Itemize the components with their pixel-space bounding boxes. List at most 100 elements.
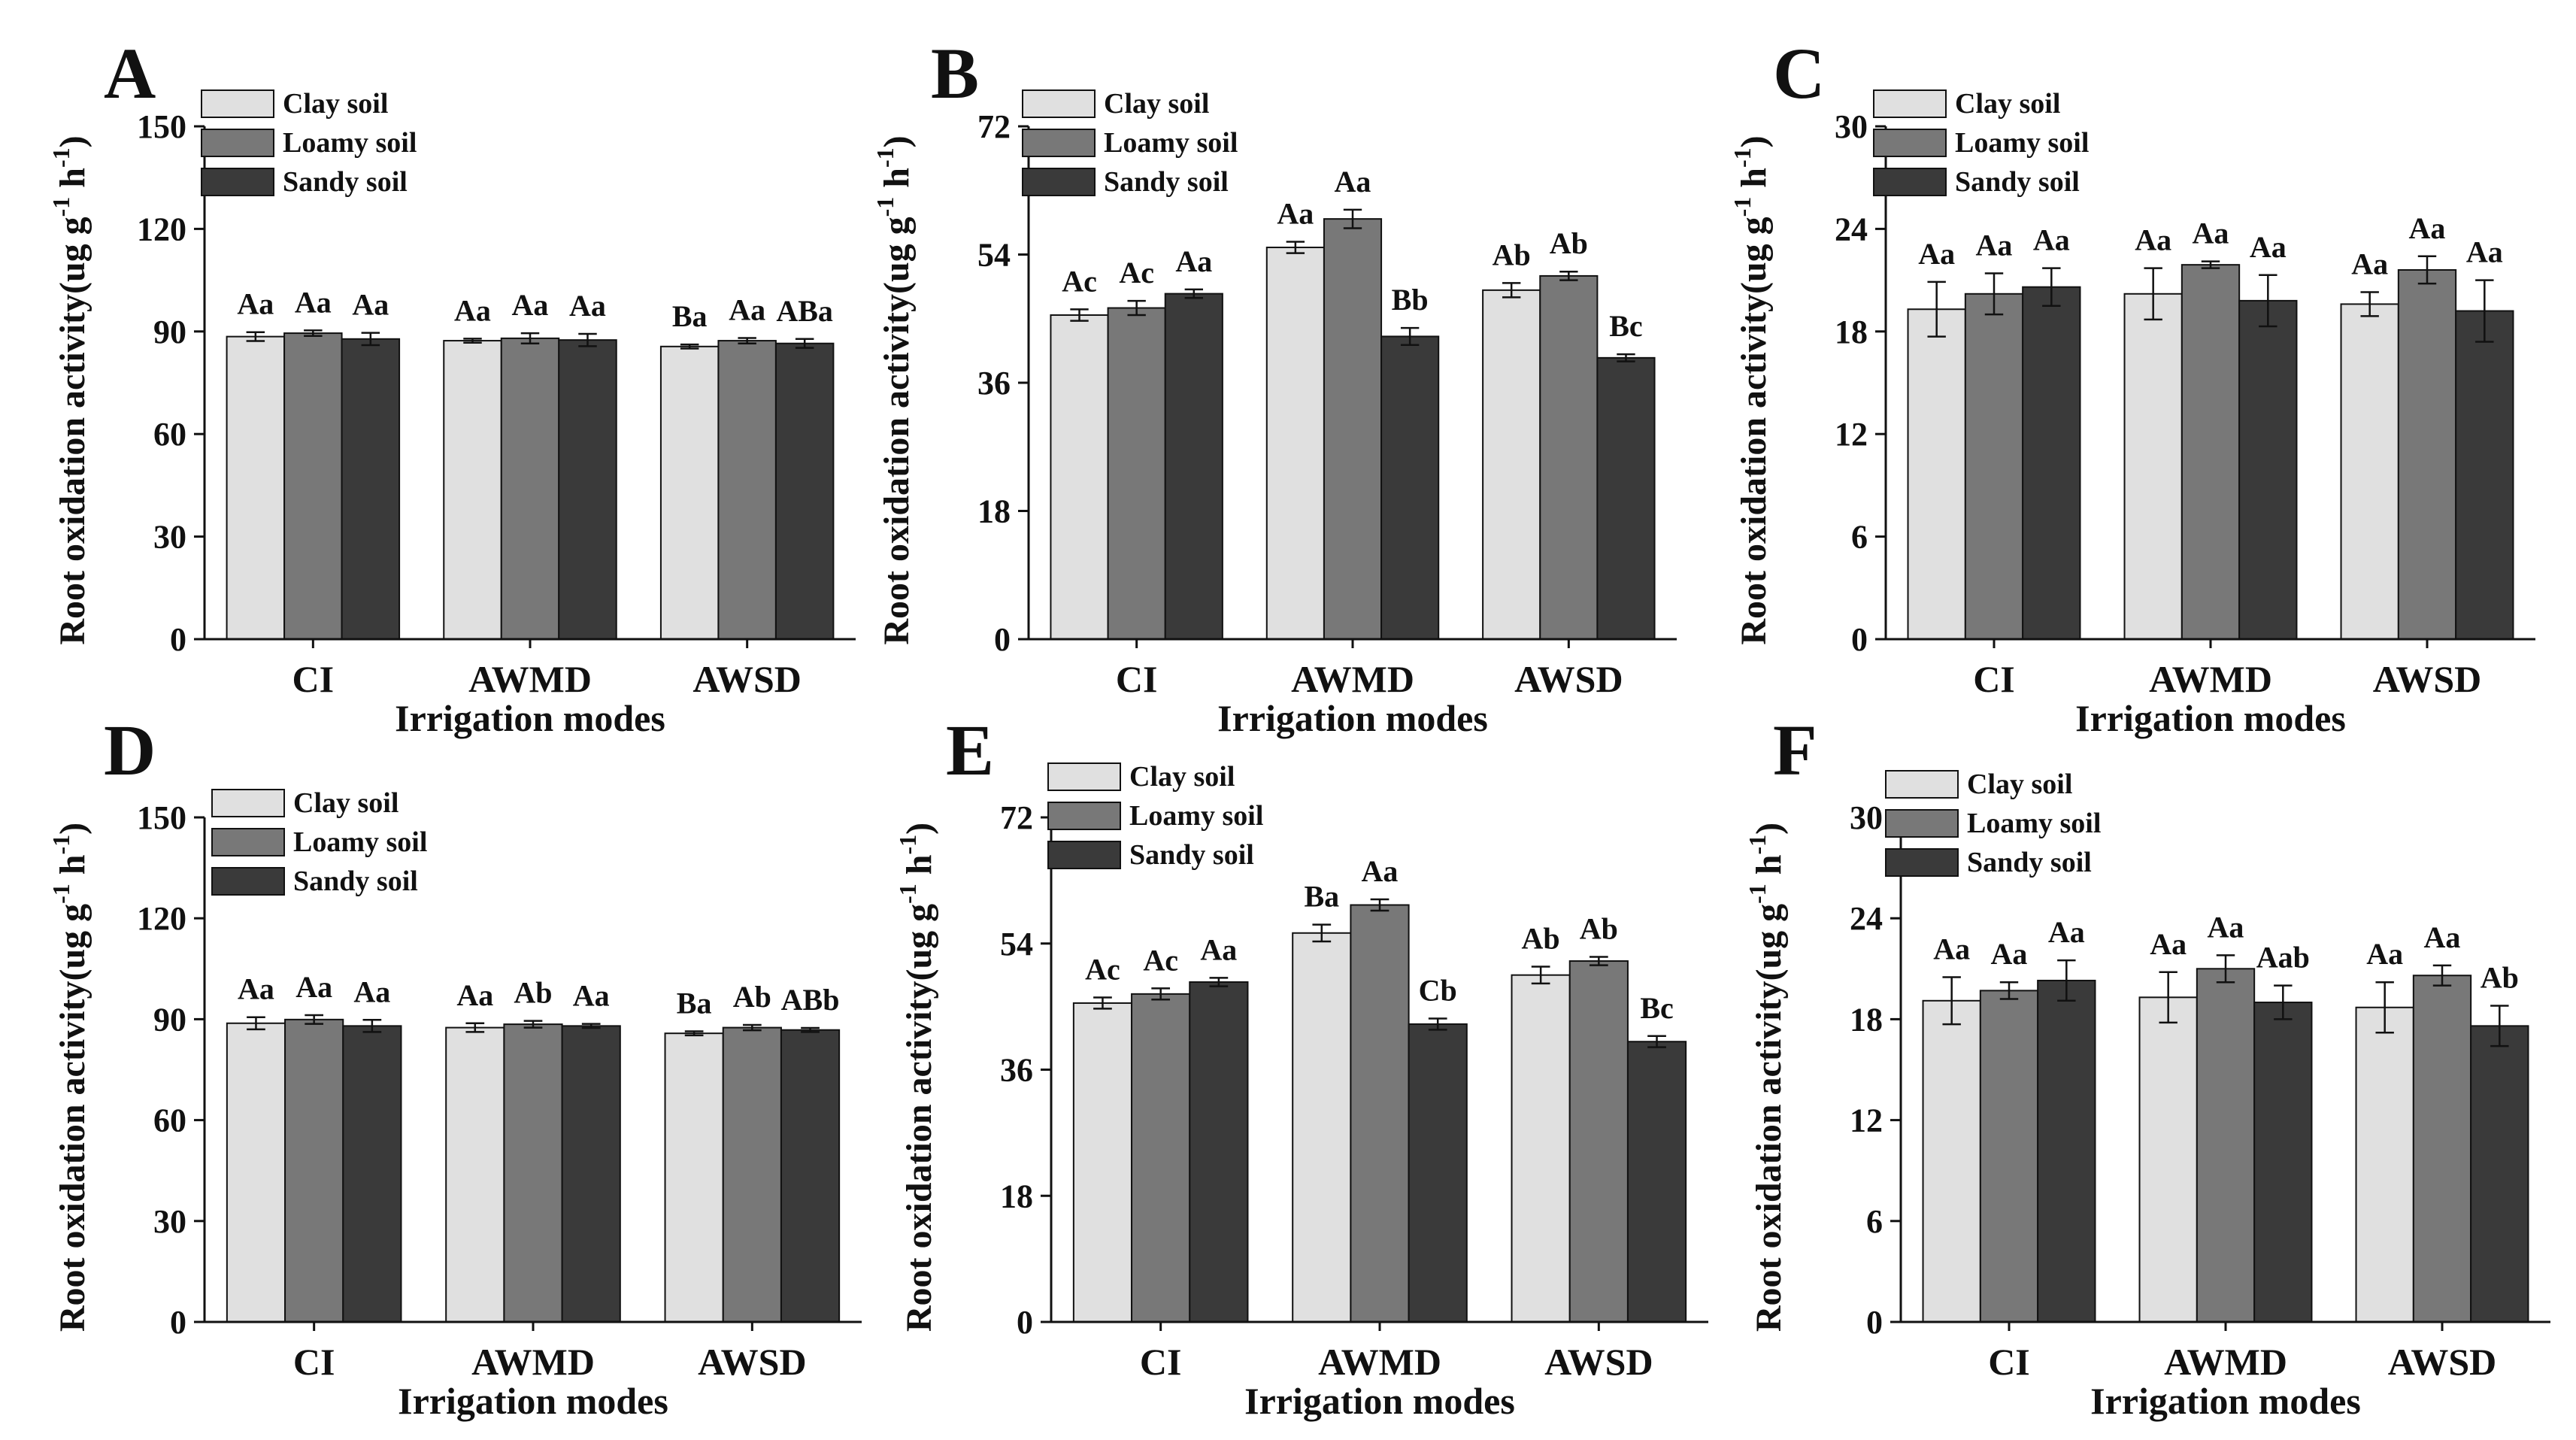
legend-swatch	[1873, 89, 1947, 118]
bar	[2138, 996, 2198, 1323]
significance-label: Ab	[1550, 226, 1588, 260]
legend-label: Clay soil	[1955, 88, 2060, 120]
bar	[1596, 356, 1656, 640]
y-axis-title-part: -1	[1744, 884, 1771, 904]
significance-label: Aab	[2256, 941, 2310, 975]
bar	[1265, 247, 1325, 640]
x-tick-label: CI	[1116, 658, 1158, 700]
y-axis-title-part: -1	[47, 884, 74, 904]
panel-d: D Aa Aa Ba Aa Ab Ab Aa Aa ABb 0 30 60 90 120 150 CI AWMD A…	[47, 710, 862, 1422]
x-tick-label: AWMD	[2149, 658, 2272, 700]
x-tick-label: AWMD	[1291, 658, 1414, 700]
significance-label: Aa	[353, 975, 390, 1008]
y-axis-title-part: -1	[1729, 147, 1756, 168]
y-axis-title-part: h	[53, 854, 92, 884]
legend-swatch	[201, 168, 274, 196]
y-tick-label: 18	[1000, 1178, 1033, 1214]
y-axis-title-part: h	[1749, 854, 1789, 884]
x-tick-label: AWSD	[1514, 658, 1623, 700]
y-tick-label: 60	[153, 416, 186, 453]
significance-label: Aa	[2048, 915, 2085, 949]
significance-label: Aa	[1335, 165, 1371, 199]
significance-label: Aa	[1200, 932, 1237, 966]
y-tick-label: 90	[153, 314, 186, 350]
legend-label: Clay soil	[1104, 88, 1209, 120]
significance-label: Ab	[1522, 922, 1560, 956]
bar	[2238, 299, 2298, 640]
significance-label: Aa	[729, 293, 765, 326]
error-bar	[2201, 260, 2220, 269]
bar	[561, 1025, 621, 1323]
error-bar	[2475, 279, 2494, 343]
legend-label: Sandy soil	[1967, 847, 2092, 878]
error-bar	[520, 332, 540, 344]
bar	[1050, 314, 1109, 640]
legend-label: Sandy soil	[1129, 839, 1254, 871]
significance-label: Aa	[2250, 230, 2287, 264]
legend-swatch	[1885, 848, 1959, 877]
error-bar	[1927, 280, 1946, 338]
y-tick-label: 30	[1835, 108, 1868, 145]
bar	[1292, 932, 1352, 1323]
significance-label: Aa	[2424, 920, 2461, 954]
bar	[2037, 979, 2096, 1323]
legend-swatch	[1885, 809, 1959, 838]
y-tick-label: 0	[994, 621, 1011, 658]
bar	[1189, 981, 1249, 1323]
bar	[2470, 1025, 2529, 1323]
legend-swatch	[1047, 762, 1121, 791]
significance-label: Aa	[295, 285, 332, 319]
significance-label: Aa	[2366, 937, 2403, 971]
significance-label: Ac	[1119, 256, 1154, 290]
y-tick-label: 60	[153, 1102, 186, 1139]
legend-swatch	[1022, 129, 1096, 157]
error-bar	[1286, 241, 1305, 254]
bar	[2455, 310, 2514, 640]
error-bar	[2490, 1005, 2509, 1047]
bar	[780, 1029, 841, 1323]
error-bar	[2144, 267, 2162, 321]
significance-label: Aa	[456, 978, 493, 1012]
bar	[1350, 904, 1410, 1323]
legend-label: Clay soil	[1129, 761, 1235, 793]
bar	[1380, 335, 1440, 640]
significance-label: Ac	[1085, 953, 1120, 987]
error-bar	[2057, 959, 2076, 1002]
y-tick-label: 12	[1835, 416, 1868, 453]
legend-swatch	[1873, 129, 1947, 157]
legend-label: Sandy soil	[1955, 166, 2080, 198]
y-tick-label: 6	[1851, 519, 1868, 556]
bar	[2196, 968, 2256, 1323]
y-tick-label: 150	[137, 108, 186, 145]
error-bar	[1093, 996, 1112, 1010]
y-tick-label: 36	[977, 365, 1011, 402]
error-bar	[2360, 291, 2379, 317]
error-bar	[578, 332, 597, 347]
y-axis-title-part: )	[899, 823, 939, 835]
bar	[2412, 975, 2472, 1323]
y-tick-label: 0	[170, 621, 186, 658]
significance-label: Ab	[1493, 238, 1531, 271]
y-axis-title-part: Root oxidation activity(ug g	[53, 904, 92, 1332]
legend-label: Loamy soil	[1955, 127, 2089, 159]
x-tick-label: CI	[292, 658, 335, 700]
significance-label: Aa	[2351, 247, 2388, 281]
panel-label: C	[1773, 33, 1825, 114]
bar	[2123, 293, 2183, 640]
bar	[1408, 1023, 1468, 1323]
significance-label: Aa	[1933, 932, 1970, 966]
y-tick-label: 120	[137, 900, 186, 937]
error-bar	[680, 343, 699, 350]
panel-b: B Ac Aa Ab Ac Aa Ab Aa Bb Bc 0 18 36 54 72 CI AWMD AWSD Ir…	[871, 33, 1677, 739]
significance-label: Ac	[1143, 943, 1178, 977]
x-axis-title: Irrigation modes	[1244, 1380, 1515, 1422]
bar	[283, 332, 343, 640]
x-tick-label: AWMD	[1318, 1341, 1441, 1383]
bar	[722, 1026, 782, 1323]
legend-swatch	[211, 789, 285, 817]
x-tick-label: AWSD	[698, 1341, 806, 1383]
y-tick-label: 72	[1000, 799, 1033, 836]
error-bar	[1999, 981, 2019, 1000]
legend-label: Sandy soil	[283, 166, 408, 198]
